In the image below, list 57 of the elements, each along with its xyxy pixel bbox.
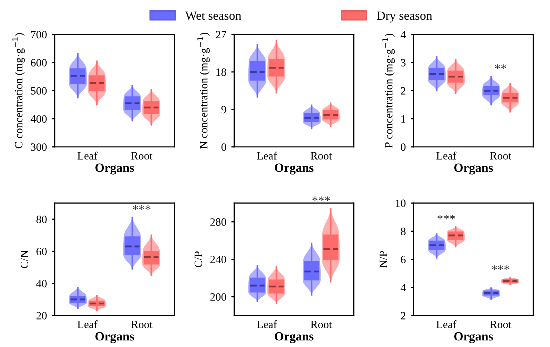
- y-tick-label: 400: [30, 115, 47, 123]
- x-tick-label: Leaf: [257, 320, 278, 328]
- y-tick-label: 4: [400, 284, 406, 292]
- x-axis-title: Organs: [275, 164, 314, 175]
- y-axis-title: C/N: [20, 250, 28, 268]
- x-tick-label: Root: [310, 321, 332, 328]
- y-tick-label: 4: [400, 31, 406, 39]
- legend-label: Dry season: [377, 12, 432, 23]
- y-tick-label: 6: [401, 256, 406, 264]
- y-tick-label: 240: [210, 256, 226, 264]
- y-tick-label: 1: [402, 116, 406, 123]
- y-axis-title: C/P: [194, 252, 202, 268]
- y-tick-label: 20: [36, 312, 47, 320]
- x-tick-label: Leaf: [78, 152, 98, 160]
- annotation: ***: [133, 206, 151, 210]
- y-tick-label: 600: [31, 59, 47, 67]
- y-tick-label: 3: [401, 59, 406, 67]
- y-tick-label: 10: [396, 200, 406, 208]
- text: ***: [312, 196, 330, 202]
- x-axis-title: Organs: [454, 332, 494, 344]
- x-tick-label: Root: [132, 321, 153, 328]
- y-axis-title: N/P: [380, 251, 388, 268]
- annotation: ***: [438, 214, 456, 220]
- y-tick-label: 700: [31, 31, 47, 39]
- y-tick-label: 0: [401, 144, 406, 152]
- y-axis-title: N concentration (mg·g$^{−1}$): [198, 33, 210, 149]
- y-tick-label: 2: [401, 312, 406, 320]
- y-tick-label: 280: [210, 218, 226, 226]
- y-axis-title: P concentration (mg·g$^{−1}$): [382, 34, 395, 148]
- y-tick-label: 200: [210, 294, 226, 301]
- y-axis-title: C concentration (mg·g$^{−1}$): [12, 33, 26, 149]
- y-tick-label: 40: [36, 280, 47, 288]
- y-tick-label: 0: [222, 144, 226, 152]
- x-axis-title: Organs: [96, 332, 134, 344]
- y-tick-label: 2: [401, 87, 406, 95]
- y-tick-label: 27: [216, 31, 226, 39]
- x-tick-label: Leaf: [78, 320, 98, 328]
- x-tick-label: Root: [490, 321, 512, 328]
- y-tick-label: 80: [36, 216, 47, 224]
- y-tick-label: 18: [216, 68, 226, 76]
- x-tick-label: Root: [310, 152, 332, 160]
- x-tick-label: Leaf: [436, 152, 457, 160]
- y-tick-label: 300: [31, 144, 47, 152]
- y-tick-label: 500: [31, 87, 47, 95]
- x-tick-label: Root: [132, 152, 153, 160]
- annotation: ***: [492, 266, 510, 270]
- x-tick-label: Leaf: [436, 320, 457, 328]
- y-tick-label: 8: [401, 228, 406, 236]
- y-tick-label: 60: [36, 248, 47, 256]
- annotation: **: [495, 64, 507, 70]
- x-axis-title: Organs: [275, 332, 314, 344]
- x-axis-title: Organs: [454, 164, 494, 175]
- x-tick-label: Root: [490, 152, 512, 160]
- x-axis-title: Organs: [96, 164, 134, 175]
- legend-label: Wet season: [185, 12, 242, 20]
- x-tick-label: Leaf: [257, 152, 278, 160]
- y-tick-label: 9: [222, 106, 226, 114]
